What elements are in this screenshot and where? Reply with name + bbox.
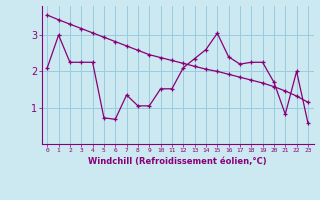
X-axis label: Windchill (Refroidissement éolien,°C): Windchill (Refroidissement éolien,°C) [88,157,267,166]
